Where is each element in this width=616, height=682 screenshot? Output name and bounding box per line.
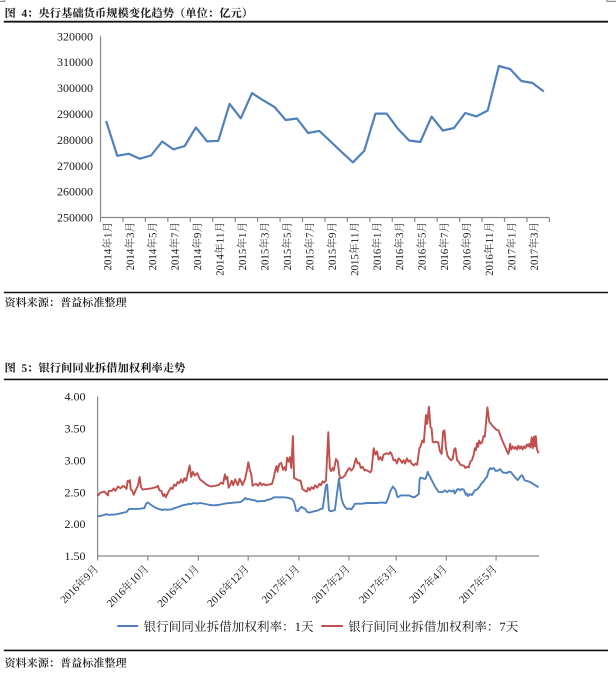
svg-text:310000: 310000: [57, 55, 93, 69]
svg-text:260000: 260000: [57, 185, 93, 199]
svg-text:3.00: 3.00: [65, 453, 86, 467]
svg-text:2.50: 2.50: [65, 485, 86, 499]
svg-text:3.50: 3.50: [65, 422, 86, 436]
svg-text:4.00: 4.00: [65, 390, 86, 404]
svg-text:1.50: 1.50: [65, 549, 86, 563]
svg-text:2.00: 2.00: [65, 517, 86, 531]
svg-text:290000: 290000: [57, 107, 93, 121]
svg-text:250000: 250000: [57, 211, 93, 225]
svg-text:320000: 320000: [57, 29, 93, 43]
svg-text:280000: 280000: [57, 133, 93, 147]
svg-text:300000: 300000: [57, 81, 93, 95]
svg-text:270000: 270000: [57, 159, 93, 173]
